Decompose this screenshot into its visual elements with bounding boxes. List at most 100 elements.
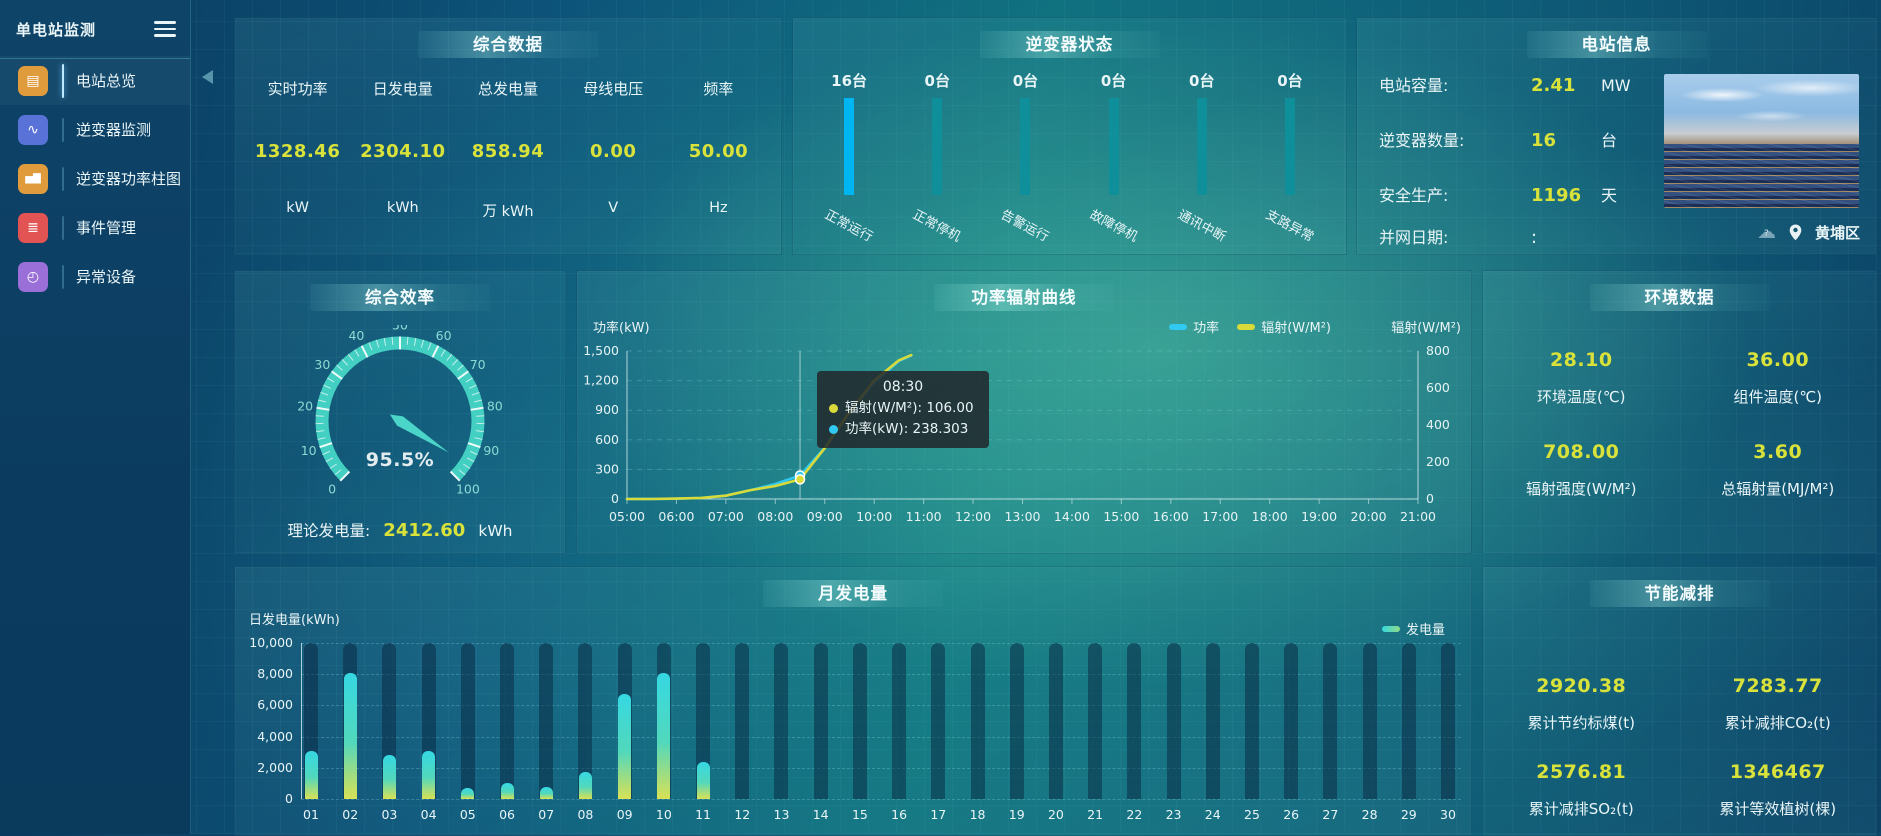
tooltip-dot <box>829 425 838 434</box>
bar-value <box>461 788 474 799</box>
metric-value: 0.00 <box>561 141 666 162</box>
bar-x-tick-label: 26 <box>1274 807 1308 822</box>
metric-label: 母线电压 <box>561 78 666 99</box>
info-value: 2.41 <box>1531 75 1601 96</box>
bar-slot <box>539 643 553 799</box>
sidebar-item[interactable]: ≣事件管理 <box>0 203 190 252</box>
status-bar <box>844 98 854 195</box>
inverter-status-item: 0台告警运行 <box>981 70 1069 195</box>
svg-text:18:00: 18:00 <box>1252 509 1288 524</box>
panel-title-saving: 节能减排 <box>1590 580 1770 607</box>
bar-slot <box>735 643 749 799</box>
bar-y-tick-label: 8,000 <box>239 666 293 681</box>
bar-y-tick-label: 10,000 <box>239 635 293 650</box>
saving-label: 累计等效植树(棵) <box>1680 798 1877 819</box>
bar-x-tick-label: 19 <box>1000 807 1034 822</box>
bar-slot <box>461 643 475 799</box>
weather-cloud-icon[interactable]: ☁ <box>1757 223 1776 242</box>
info-value: 16 <box>1531 130 1601 151</box>
station-photo <box>1664 74 1859 208</box>
env-label: 辐射强度(W/M²) <box>1483 478 1680 499</box>
bar-x-tick-label: 21 <box>1078 807 1112 822</box>
bar-slot <box>1245 643 1259 799</box>
bar-value <box>422 751 435 799</box>
bar-value <box>501 783 514 799</box>
sidebar-item[interactable]: ◴异常设备 <box>0 252 190 301</box>
status-bar <box>1197 98 1207 195</box>
env-value: 28.10 <box>1483 349 1680 371</box>
metric-unit: V <box>561 200 666 216</box>
sidebar-item-label: 电站总览 <box>76 70 136 91</box>
bar-x-tick-label: 27 <box>1313 807 1347 822</box>
menu-toggle-icon[interactable] <box>154 17 176 41</box>
inverter-status-item: 16台正常运行 <box>805 70 893 195</box>
bar-value <box>618 694 631 799</box>
bar-x-tick-label: 25 <box>1235 807 1269 822</box>
bar-x-tick-label: 20 <box>1039 807 1073 822</box>
district-label[interactable]: 黄埔区 <box>1815 222 1860 243</box>
svg-text:0: 0 <box>328 481 336 496</box>
svg-text:600: 600 <box>595 432 619 447</box>
status-count: 0台 <box>1013 70 1038 92</box>
svg-text:200: 200 <box>1426 454 1450 469</box>
status-count: 0台 <box>1277 70 1302 92</box>
legend-item[interactable]: 辐射(W/M²) <box>1237 317 1331 336</box>
bar-y-tick-label: 4,000 <box>239 729 293 744</box>
tooltip-text: 功率(kW): 238.303 <box>845 419 968 440</box>
svg-text:40: 40 <box>348 328 364 343</box>
svg-text:13:00: 13:00 <box>1004 509 1040 524</box>
data-cell: 708.00 辐射强度(W/M²) <box>1483 429 1680 521</box>
bar-x-tick-label: 09 <box>608 807 642 822</box>
status-label: 正常停机 <box>910 204 965 245</box>
panel-title-summary: 综合数据 <box>418 31 598 58</box>
bar-slot <box>1402 643 1416 799</box>
legend-item[interactable]: 功率 <box>1169 317 1219 336</box>
sidebar-item[interactable]: ▤电站总览 <box>0 56 190 105</box>
status-count: 0台 <box>1101 70 1126 92</box>
menu-item-divider <box>62 167 64 191</box>
summary-metric: 母线电压 0.00 V <box>561 70 666 221</box>
saving-label: 累计减排CO₂(t) <box>1680 712 1877 733</box>
sidebar-item[interactable]: ▅▇逆变器功率柱图 <box>0 154 190 203</box>
env-value: 708.00 <box>1483 441 1680 463</box>
tooltip-dot <box>829 404 838 413</box>
station-info-row: 并网日期:: <box>1379 224 1601 248</box>
metric-value: 1328.46 <box>245 141 350 162</box>
bar-slot <box>1049 643 1063 799</box>
app-title: 单电站监测 <box>16 19 96 40</box>
sidebar-collapse-arrow[interactable] <box>202 70 213 84</box>
inverter-status-item: 0台正常停机 <box>893 70 981 195</box>
status-count: 0台 <box>925 70 950 92</box>
sidebar-item[interactable]: ∿逆变器监测 <box>0 105 190 154</box>
bar-x-tick-label: 13 <box>764 807 798 822</box>
sidebar: 单电站监测 ▤电站总览∿逆变器监测▅▇逆变器功率柱图≣事件管理◴异常设备 <box>0 0 191 834</box>
legend-item[interactable]: 发电量 <box>1382 619 1445 638</box>
bar-x-tick-label: 04 <box>412 807 446 822</box>
bar-slot <box>931 643 945 799</box>
bar-x-tick-label: 02 <box>333 807 367 822</box>
metric-label: 总发电量 <box>455 78 560 99</box>
event-management-icon: ≣ <box>18 213 48 243</box>
svg-text:14:00: 14:00 <box>1054 509 1090 524</box>
status-bar <box>1285 98 1295 195</box>
bar-x-tick-label: 30 <box>1431 807 1465 822</box>
metric-label: 实时功率 <box>245 78 350 99</box>
bar-x-tick-label: 18 <box>961 807 995 822</box>
bar-value <box>579 772 592 799</box>
bar-slot <box>774 643 788 799</box>
env-label: 环境温度(℃) <box>1483 386 1680 407</box>
bar-value <box>540 787 553 799</box>
svg-text:17:00: 17:00 <box>1202 509 1238 524</box>
